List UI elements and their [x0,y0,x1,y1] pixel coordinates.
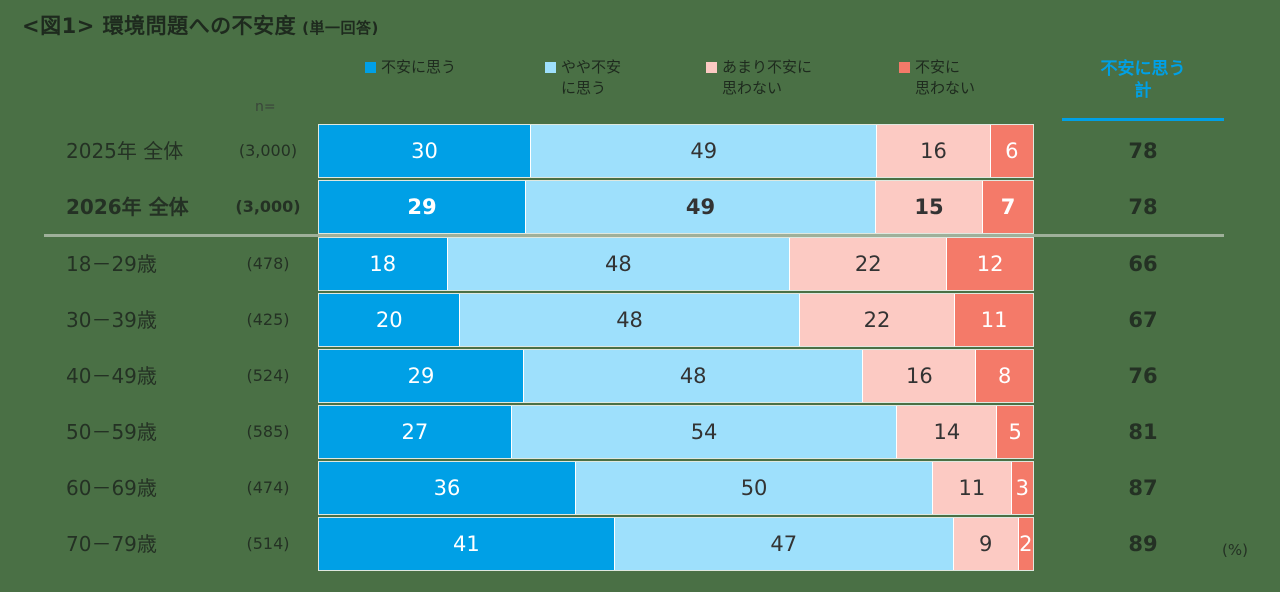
bar-segment: 48 [460,294,800,346]
row-sample-size: (425) [246,310,290,329]
row-label: 60－69歳 [66,476,157,500]
row-label: 30－39歳 [66,308,157,332]
row-sample-size: (3,000) [235,197,301,216]
bar-segment: 29 [319,181,527,233]
row-total: 78 [1128,139,1158,163]
legend-swatch [706,62,717,73]
legend-label: あまり不安に 思わない [722,58,813,97]
legend-label: やや不安 に思う [561,58,622,97]
bar-segment: 49 [531,125,878,177]
bar-segment: 48 [524,350,864,402]
row-sample-size: (585) [246,422,290,441]
bar-segment: 2 [1018,518,1033,570]
stacked-bar: 30 49 16 6 [318,124,1034,178]
row-label: 18－29歳 [66,252,157,276]
legend-label: 不安に思う [381,58,457,76]
chart-title-text: <図1> 環境問題への不安度 [22,14,297,38]
row-label: 70－79歳 [66,532,157,556]
chart-title: <図1> 環境問題への不安度 (単一回答) [22,10,379,40]
row-label: 40－49歳 [66,364,157,388]
bar-segment: 16 [877,125,991,177]
row-label: 2026年 全体 [66,195,189,219]
bar-segment: 11 [955,294,1033,346]
row-sample-size: (474) [246,478,290,497]
legend-label: 不安に 思わない [915,58,976,97]
unit-label: (%) [1222,541,1248,559]
bar-segment: 14 [897,406,998,458]
bar-segment: 18 [319,238,448,290]
row-total: 66 [1128,252,1158,276]
legend-item: あまり不安に 思わない [706,57,812,99]
bar-segment: 48 [447,238,791,290]
legend-item: 不安に 思わない [899,57,975,99]
group-divider [44,234,1224,237]
bar-segment: 36 [319,462,577,514]
stacked-bar: 18 48 22 12 [318,237,1034,291]
legend-swatch [899,62,910,73]
bar-segment: 12 [947,238,1033,290]
chart-subtitle: (単一回答) [302,19,379,37]
bar-segment: 30 [319,125,532,177]
bar-segment: 47 [614,518,954,570]
row-total: 78 [1128,195,1158,219]
bar-segment: 41 [319,518,615,570]
row-total: 76 [1128,364,1158,388]
row-total: 89 [1128,532,1158,556]
row-label: 50－59歳 [66,420,157,444]
row-label: 2025年 全体 [66,139,184,163]
bar-segment: 5 [997,406,1033,458]
stacked-bar: 27 54 14 5 [318,405,1034,459]
bar-segment: 50 [576,462,934,514]
bar-segment: 6 [990,125,1033,177]
row-sample-size: (3,000) [238,141,298,160]
bar-segment: 22 [799,294,956,346]
row-total: 81 [1128,420,1158,444]
legend-swatch [365,62,376,73]
row-sample-size: (514) [246,534,290,553]
bar-segment: 49 [526,181,876,233]
stacked-bar: 41 47 9 2 [318,517,1034,571]
bar-segment: 22 [790,238,948,290]
bar-segment: 29 [319,350,525,402]
bar-segment: 20 [319,294,461,346]
n-label: n= [255,99,276,115]
stacked-bar: 36 50 11 3 [318,461,1034,515]
legend-item: やや不安 に思う [545,57,621,99]
row-total: 87 [1128,476,1158,500]
total-header: 不安に思う 計 [1100,59,1186,101]
stacked-bar: 29 49 15 7 [318,180,1034,234]
stacked-bar: 20 48 22 11 [318,293,1034,347]
bar-segment: 3 [1011,462,1033,514]
row-sample-size: (478) [246,254,290,273]
bar-segment: 16 [863,350,977,402]
bar-segment: 11 [933,462,1012,514]
bar-segment: 54 [511,406,898,458]
stacked-bar: 29 48 16 8 [318,349,1034,403]
bar-segment: 15 [875,181,984,233]
total-header-underline [1062,118,1224,121]
row-total: 67 [1128,308,1158,332]
legend-swatch [545,62,556,73]
row-sample-size: (524) [246,366,290,385]
bar-segment: 7 [983,181,1033,233]
bar-segment: 8 [976,350,1033,402]
legend-item: 不安に思う [365,57,456,78]
bar-segment: 27 [319,406,512,458]
bar-segment: 9 [953,518,1019,570]
